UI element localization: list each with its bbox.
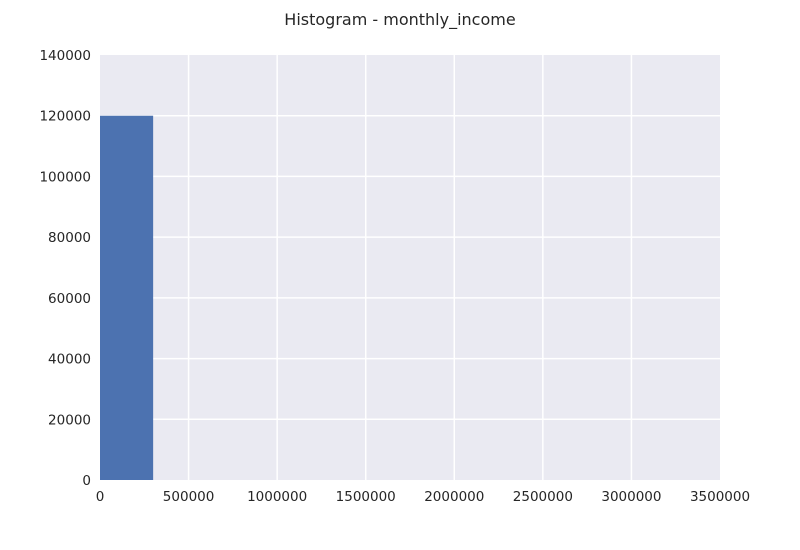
y-tick-label: 20000	[48, 412, 91, 428]
y-tick-label: 40000	[48, 352, 91, 368]
grid-lines	[100, 55, 720, 480]
y-tick-label: 60000	[48, 291, 91, 307]
y-tick-label: 100000	[39, 169, 91, 185]
x-axis-ticks: 0 500000 1000000 1500000 2000000 2500000 30000…	[96, 489, 750, 505]
y-tick-label: 120000	[39, 109, 91, 125]
x-tick-label: 500000	[163, 489, 215, 505]
y-axis-ticks: 0 20000 40000 60000 80000 100000 120000 140000	[39, 48, 91, 489]
y-tick-label: 140000	[39, 48, 91, 64]
x-tick-label: 1500000	[336, 489, 396, 505]
histogram-bars	[100, 115, 154, 480]
chart-title: Histogram - monthly_income	[284, 10, 515, 30]
y-tick-label: 0	[82, 473, 91, 489]
x-tick-label: 2500000	[513, 489, 573, 505]
histogram-bar	[100, 115, 154, 480]
x-tick-label: 3000000	[601, 489, 661, 505]
x-tick-label: 3500000	[690, 489, 750, 505]
x-tick-label: 1000000	[247, 489, 307, 505]
y-tick-label: 80000	[48, 230, 91, 246]
plot-area	[100, 55, 720, 480]
x-tick-label: 2000000	[424, 489, 484, 505]
x-tick-label: 0	[96, 489, 105, 505]
